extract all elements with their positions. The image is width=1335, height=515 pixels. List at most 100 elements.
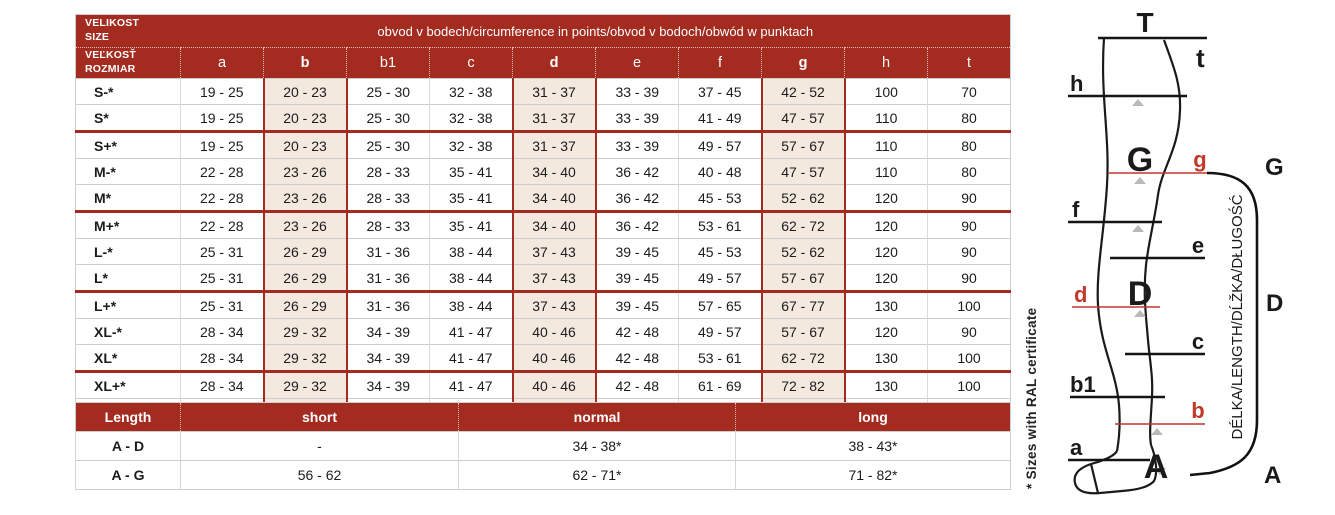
size-value: 110 (844, 130, 928, 159)
size-value: 19 - 25 (180, 130, 264, 159)
size-value: 38 - 44 (429, 264, 513, 292)
size-value: 25 - 30 (346, 104, 430, 132)
length-value: 62 - 71* (458, 460, 736, 490)
size-value: 28 - 33 (346, 210, 430, 239)
size-value: 28 - 33 (346, 184, 430, 212)
leg-diagram: T t h G g G f e d D D c b1 b a A A DÉLKA… (1068, 7, 1284, 495)
size-value: 52 - 62 (760, 184, 846, 212)
size-header-top: VELIKOST SIZE (75, 14, 181, 48)
size-value: 29 - 32 (262, 344, 348, 372)
column-header-e: e (595, 47, 679, 79)
size-value: 37 - 43 (511, 290, 597, 319)
size-value: 53 - 61 (678, 344, 762, 372)
size-value: 40 - 46 (511, 370, 597, 399)
size-row: S-* 19 - 25 20 - 23 25 - 30 32 - 38 31 - 37 33… (75, 78, 1011, 105)
size-value: 42 - 48 (595, 370, 679, 399)
label-d: d (1074, 282, 1087, 307)
size-value: 25 - 30 (346, 78, 430, 105)
length-header-long: long (735, 402, 1011, 432)
size-value: 29 - 32 (262, 370, 348, 399)
size-value: 57 - 65 (678, 290, 762, 319)
size-value: 90 (926, 210, 1011, 239)
size-value: 120 (844, 210, 928, 239)
label-t: t (1196, 43, 1205, 73)
size-value: 36 - 42 (595, 210, 679, 239)
size-value: 70 (926, 78, 1011, 105)
label-b1: b1 (1070, 372, 1096, 397)
size-value: 130 (844, 290, 928, 319)
size-value: 25 - 30 (346, 130, 430, 159)
size-value: 90 (926, 318, 1011, 345)
size-value: 34 - 40 (511, 210, 597, 239)
size-row: M* 22 - 28 23 - 26 28 - 33 35 - 41 34 - 40 36 … (75, 184, 1011, 212)
size-label: S+* (75, 130, 181, 159)
length-row: A - G 56 - 62 62 - 71* 71 - 82* (75, 460, 1011, 490)
size-value: 41 - 47 (429, 370, 513, 399)
size-value: 42 - 48 (595, 344, 679, 372)
size-value: 45 - 53 (678, 238, 762, 265)
size-table-body: S-* 19 - 25 20 - 23 25 - 30 32 - 38 31 - 37 33… (75, 78, 1011, 425)
size-value: 19 - 25 (180, 78, 264, 105)
size-row: XL+* 28 - 34 29 - 32 34 - 39 41 - 47 40 - 46 4… (75, 370, 1011, 399)
size-value: 130 (844, 370, 928, 399)
size-value: 32 - 38 (429, 130, 513, 159)
length-value: 34 - 38* (458, 431, 736, 461)
size-value: 120 (844, 184, 928, 212)
column-header-d: d (512, 47, 596, 79)
size-label: L+* (75, 290, 181, 319)
size-value: 90 (926, 238, 1011, 265)
measure-lines-black (1068, 36, 1207, 462)
length-header-normal: normal (458, 402, 736, 432)
length-header-short: short (180, 402, 459, 432)
size-value: 49 - 57 (678, 264, 762, 292)
size-value: 100 (926, 290, 1011, 319)
size-value: 41 - 47 (429, 344, 513, 372)
length-value: A - D (75, 431, 181, 461)
size-value: 20 - 23 (262, 104, 348, 132)
size-value: 34 - 39 (346, 318, 430, 345)
size-value: 33 - 39 (595, 78, 679, 105)
size-value: 26 - 29 (262, 238, 348, 265)
size-value: 23 - 26 (262, 158, 348, 185)
size-value: 28 - 34 (180, 370, 264, 399)
size-value: 40 - 48 (678, 158, 762, 185)
size-value: 120 (844, 318, 928, 345)
size-table: VELIKOST SIZE obvod v bodech/circumference… (75, 14, 1012, 425)
size-value: 26 - 29 (262, 264, 348, 292)
size-label: L* (75, 264, 181, 292)
size-value: 34 - 39 (346, 344, 430, 372)
size-value: 36 - 42 (595, 184, 679, 212)
label-e: e (1192, 233, 1204, 258)
size-value: 28 - 33 (346, 158, 430, 185)
size-label: S-* (75, 78, 181, 105)
column-header-t: t (926, 47, 1011, 79)
size-value: 40 - 46 (511, 344, 597, 372)
size-value: 20 - 23 (262, 78, 348, 105)
size-value: 47 - 57 (760, 104, 846, 132)
size-value: 22 - 28 (180, 184, 264, 212)
size-value: 31 - 37 (511, 78, 597, 105)
label-A-right: A (1264, 462, 1281, 489)
column-header-b1: b1 (346, 47, 430, 79)
size-row: XL-* 28 - 34 29 - 32 34 - 39 41 - 47 40 - 46 4… (75, 318, 1011, 345)
size-row: S* 19 - 25 20 - 23 25 - 30 32 - 38 31 - 37 33 … (75, 104, 1011, 132)
size-value: 26 - 29 (262, 290, 348, 319)
size-value: 57 - 67 (760, 318, 846, 345)
ral-certificate-note: * Sizes with RAL certificate (1024, 307, 1039, 489)
column-header-h: h (844, 47, 928, 79)
size-value: 23 - 26 (262, 210, 348, 239)
length-axis-label: DÉLKA/LENGTH/DĹŽKA/DŁUGOŚĆ (1228, 194, 1246, 439)
column-header-c: c (429, 47, 513, 79)
size-row: M+* 22 - 28 23 - 26 28 - 33 35 - 41 34 - 40 36… (75, 210, 1011, 239)
label-h: h (1070, 71, 1083, 96)
size-value: 35 - 41 (429, 210, 513, 239)
size-value: 80 (926, 158, 1011, 185)
size-value: 25 - 31 (180, 264, 264, 292)
label-A-big: A (1144, 448, 1169, 486)
length-value: 71 - 82* (735, 460, 1011, 490)
size-value: 36 - 42 (595, 158, 679, 185)
label-T: T (1136, 7, 1153, 38)
size-value: 90 (926, 264, 1011, 292)
label-b: b (1191, 398, 1204, 423)
size-label: M+* (75, 210, 181, 239)
